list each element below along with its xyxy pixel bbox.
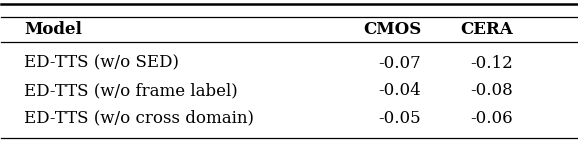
Text: CERA: CERA xyxy=(461,21,513,38)
Text: ED-TTS (w/o cross domain): ED-TTS (w/o cross domain) xyxy=(24,110,254,127)
Text: -0.06: -0.06 xyxy=(470,110,513,127)
Text: ED-TTS (w/o SED): ED-TTS (w/o SED) xyxy=(24,55,179,72)
Text: CMOS: CMOS xyxy=(363,21,421,38)
Text: ED-TTS (w/o frame label): ED-TTS (w/o frame label) xyxy=(24,82,238,99)
Text: -0.04: -0.04 xyxy=(379,82,421,99)
Text: Model: Model xyxy=(24,21,82,38)
Text: -0.05: -0.05 xyxy=(379,110,421,127)
Text: -0.08: -0.08 xyxy=(470,82,513,99)
Text: -0.07: -0.07 xyxy=(379,55,421,72)
Text: -0.12: -0.12 xyxy=(470,55,513,72)
